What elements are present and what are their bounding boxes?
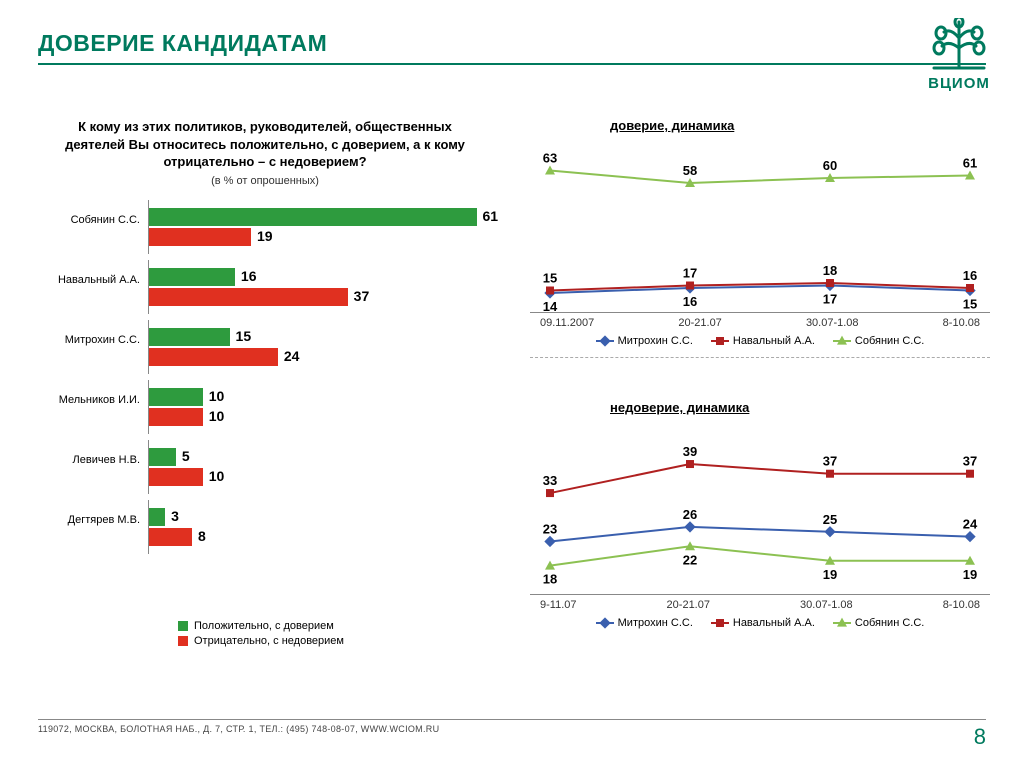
bar-positive: 16 [149,268,235,286]
svg-text:60: 60 [823,158,837,173]
svg-text:18: 18 [543,572,557,587]
svg-text:61: 61 [963,156,977,171]
svg-text:19: 19 [823,567,837,582]
footer: 119072, МОСКВА, БОЛОТНАЯ НАБ., Д. 7, СТР… [38,719,986,750]
subnote: (в % от опрошенных) [211,175,319,187]
bar-positive: 61 [149,208,477,226]
bar-label: Мельников И.И. [38,380,148,406]
logo: ВЦИОМ [924,18,994,92]
bar-label: Дегтярев М.В. [38,500,148,526]
trust-line-section: доверие, динамика 14 16 17 15 15 17 18 16 63 58 60… [530,118,990,368]
question-text: К кому из этих политиков, руководителей,… [50,118,480,188]
svg-text:16: 16 [963,268,977,283]
bar-label: Митрохин С.С. [38,320,148,346]
bar-row: Навальный А.А.16 37 [38,260,498,320]
svg-text:18: 18 [823,263,837,278]
bar-negative: 37 [149,288,348,306]
trust-chart: 14 16 17 15 15 17 18 16 63 58 60 61 [530,143,990,313]
svg-text:63: 63 [543,151,557,166]
bar-row: Собянин С.С.61 19 [38,200,498,260]
distrust-line-section: недоверие, динамика 23 26 25 24 33 39 37 37 18 22… [530,400,990,629]
bar-negative: 10 [149,468,203,486]
svg-text:22: 22 [683,552,697,567]
svg-text:37: 37 [963,454,977,469]
bar-legend: Положительно, с доверием Отрицательно, с… [178,617,344,650]
svg-text:25: 25 [823,512,837,527]
trust-x-labels: 09.11.200720-21.0730.07-1.088-10.08 [530,313,990,329]
svg-text:39: 39 [683,444,697,459]
bar-row: Мельников И.И.10 10 [38,380,498,440]
svg-text:16: 16 [683,294,697,309]
logo-icon [924,18,994,73]
bar-positive: 3 [149,508,165,526]
bar-negative: 24 [149,348,278,366]
divider [530,357,990,358]
bar-row: Дегтярев М.В.3 8 [38,500,498,560]
svg-text:24: 24 [963,517,978,532]
distrust-legend: Митрохин С.С. Навальный А.А. Собянин С.С… [530,617,990,629]
bar-row: Левичев Н.В.5 10 [38,440,498,500]
bar-row: Митрохин С.С.15 24 [38,320,498,380]
bar-label: Собянин С.С. [38,200,148,226]
slide-title: ДОВЕРИЕ КАНДИДАТАМ [38,30,986,57]
bar-negative: 19 [149,228,251,246]
svg-text:14: 14 [543,299,558,313]
distrust-x-labels: 9-11.0720-21.0730.07-1.088-10.08 [530,595,990,611]
footer-text: 119072, МОСКВА, БОЛОТНАЯ НАБ., Д. 7, СТР… [38,724,439,750]
logo-text: ВЦИОМ [924,75,994,92]
bar-negative: 8 [149,528,192,546]
bar-positive: 5 [149,448,176,466]
trust-legend: Митрохин С.С. Навальный А.А. Собянин С.С… [530,335,990,347]
bar-positive: 15 [149,328,230,346]
svg-text:17: 17 [823,292,837,307]
header: ДОВЕРИЕ КАНДИДАТАМ [38,30,986,65]
bar-label: Навальный А.А. [38,260,148,286]
svg-text:26: 26 [683,507,697,522]
bar-chart: Собянин С.С.6119Навальный А.А.1637Митрох… [38,200,498,620]
bar-positive: 10 [149,388,203,406]
svg-text:15: 15 [543,271,557,286]
trust-title: доверие, динамика [610,118,990,133]
svg-text:17: 17 [683,266,697,281]
distrust-chart: 23 26 25 24 33 39 37 37 18 22 19 19 [530,425,990,595]
page-number: 8 [974,724,986,750]
svg-text:15: 15 [963,297,977,312]
bar-negative: 10 [149,408,203,426]
bar-label: Левичев Н.В. [38,440,148,466]
svg-text:37: 37 [823,454,837,469]
svg-text:23: 23 [543,521,557,536]
distrust-title: недоверие, динамика [610,400,990,415]
svg-text:33: 33 [543,473,557,488]
svg-text:58: 58 [683,163,697,178]
svg-text:19: 19 [963,567,977,582]
